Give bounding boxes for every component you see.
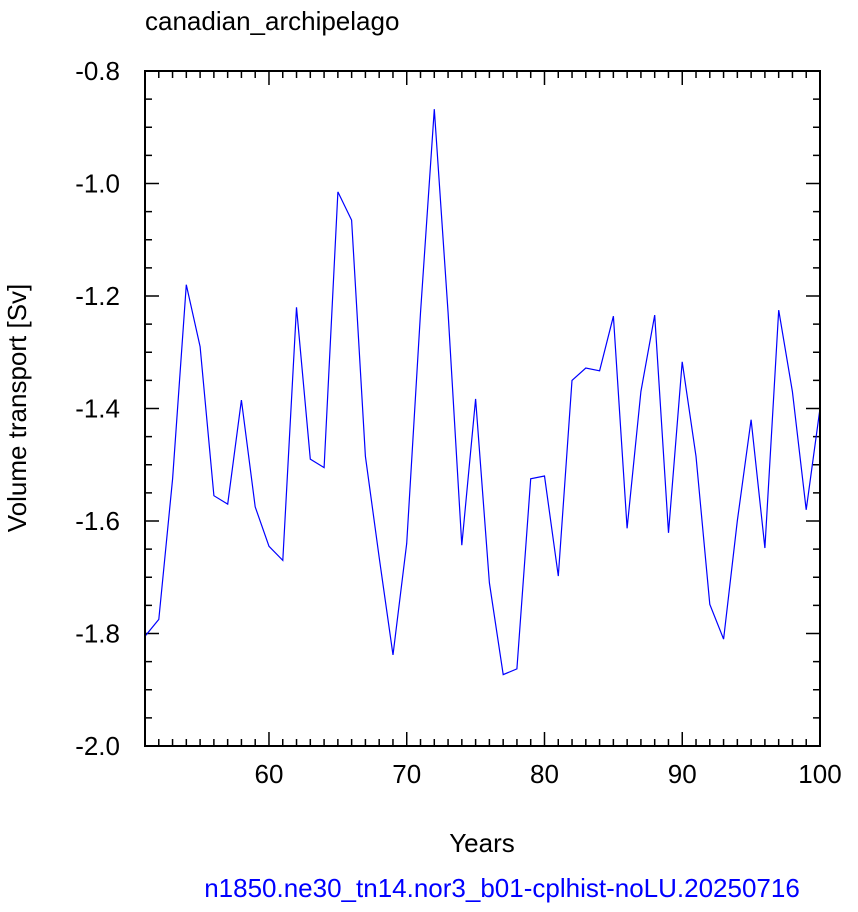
x-tick-label: 60 — [255, 759, 284, 789]
x-tick-label: 70 — [392, 759, 421, 789]
y-axis-label: Volume transport [Sv] — [2, 284, 32, 533]
x-tick-label: 80 — [530, 759, 559, 789]
run-caption: n1850.ne30_tn14.nor3_b01-cplhist-noLU.20… — [204, 873, 800, 903]
y-tick-label: -1.2 — [75, 281, 120, 311]
y-tick-label: -1.4 — [75, 394, 120, 424]
x-tick-labels: 60 70 80 90 100 — [255, 759, 842, 789]
series-line — [144, 109, 821, 676]
y-tick-label: -2.0 — [75, 731, 120, 761]
y-tick-label: -1.6 — [75, 506, 120, 536]
y-tick-labels: -0.8 -1.0 -1.2 -1.4 -1.6 -1.8 -2.0 — [75, 56, 120, 761]
plot-frame — [144, 70, 821, 747]
x-tick-label: 100 — [798, 759, 841, 789]
y-tick-label: -0.8 — [75, 56, 120, 86]
y-tick-label: -1.0 — [75, 169, 120, 199]
chart-title: canadian_archipelago — [145, 6, 399, 36]
axis-ticks — [144, 70, 821, 747]
y-tick-label: -1.8 — [75, 619, 120, 649]
x-tick-label: 90 — [668, 759, 697, 789]
x-axis-label: Years — [449, 828, 515, 858]
